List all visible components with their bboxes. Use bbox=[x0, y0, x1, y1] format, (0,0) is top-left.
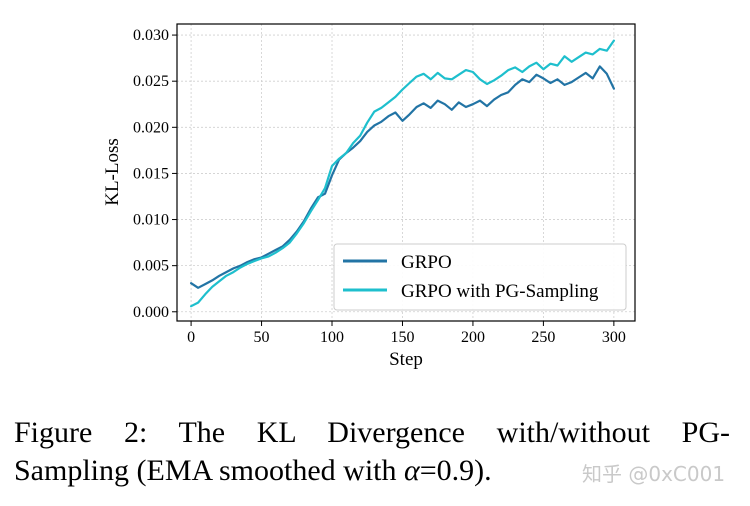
x-tick-label: 0 bbox=[187, 329, 195, 346]
y-tick-label: 0.010 bbox=[133, 212, 169, 229]
y-tick-label: 0.025 bbox=[133, 73, 169, 90]
x-tick-label: 300 bbox=[602, 329, 626, 346]
plot-frame bbox=[176, 23, 636, 322]
y-axis-label: KL-Loss bbox=[102, 138, 123, 206]
figure-caption: Figure 2: The KL Divergence with/without… bbox=[14, 414, 730, 490]
y-tick-label: 0.015 bbox=[133, 165, 169, 182]
kl-loss-chart: 0 50 100 150 200 250 300 0.0000.0050.0100.0150… bbox=[102, 23, 636, 370]
legend-label-grpo-pg-sampling: GRPO with PG-Sampling bbox=[401, 281, 599, 302]
x-tick-label: 150 bbox=[390, 329, 414, 346]
caption-line-2-start: Sampling (EMA smoothed with bbox=[14, 454, 404, 487]
zhihu-watermark: 知乎 @0xC001 bbox=[582, 462, 726, 486]
caption-line-2: Sampling (EMA smoothed with α=0.9). bbox=[14, 452, 730, 490]
y-axis-ticks: 0.000 0.005 0.010 0.015 0.020 0.025 0.030 bbox=[133, 27, 177, 321]
x-tick-label: 50 bbox=[254, 329, 270, 346]
y-tick-label: 0.005 bbox=[133, 258, 169, 275]
series-lines bbox=[190, 39, 616, 308]
x-axis-label: Step bbox=[389, 349, 423, 370]
caption-line-1: Figure 2: The KL Divergence with/without… bbox=[14, 416, 730, 449]
y-tick-label: 0.000 bbox=[133, 304, 169, 321]
x-tick-label: 100 bbox=[320, 329, 344, 346]
legend: GRPO GRPO with PG-Sampling bbox=[333, 243, 627, 311]
series-line-grpo-with-pg-sampling bbox=[190, 39, 616, 308]
y-tick-label: 0.030 bbox=[133, 27, 169, 44]
chart-grid bbox=[177, 24, 635, 321]
alpha-symbol: α bbox=[404, 454, 420, 487]
legend-label-grpo: GRPO bbox=[401, 252, 452, 273]
caption-line-2-end: =0.9). bbox=[419, 454, 492, 487]
legend-box bbox=[333, 243, 627, 311]
x-tick-label: 200 bbox=[461, 329, 485, 346]
x-axis-ticks: 0 50 100 150 200 250 300 bbox=[187, 321, 626, 346]
x-tick-label: 250 bbox=[531, 329, 555, 346]
y-tick-label: 0.020 bbox=[133, 119, 169, 136]
